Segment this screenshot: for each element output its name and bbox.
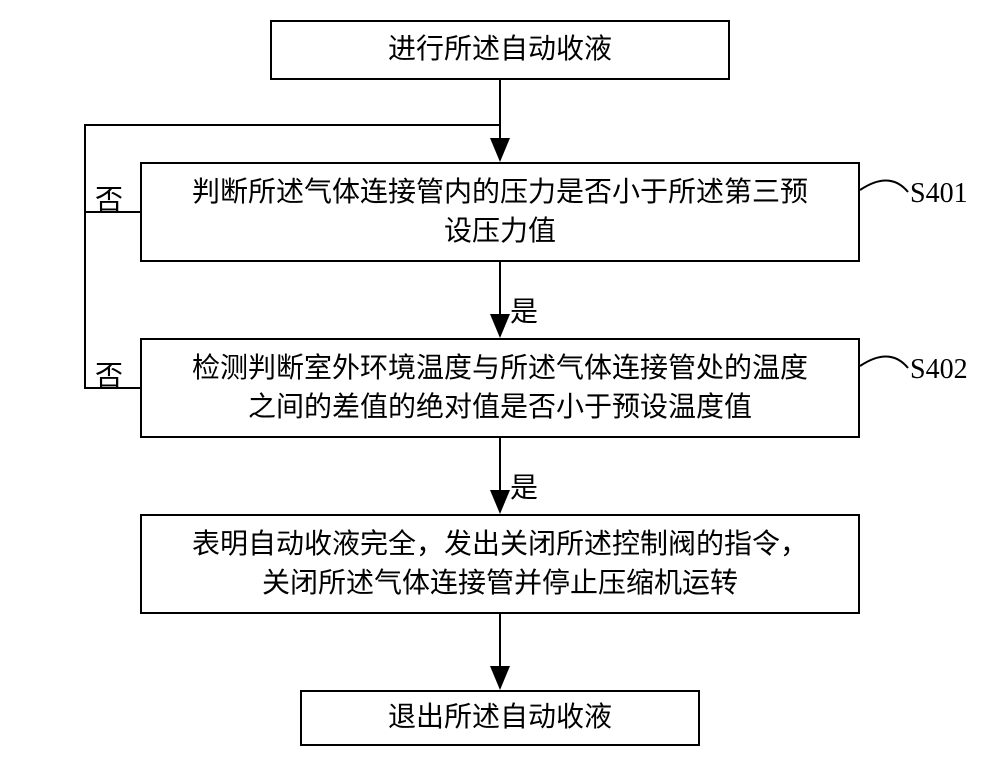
complete-node: 表明自动收液完全，发出关闭所述控制阀的指令，关闭所述气体连接管并停止压缩机运转 bbox=[140, 514, 860, 614]
s402-text: 检测判断室外环境温度与所述气体连接管处的温度之间的差值的绝对值是否小于预设温度值 bbox=[192, 349, 808, 427]
edge-label-no1: 否 bbox=[95, 178, 123, 218]
flowchart-stage: 进行所述自动收液 判断所述气体连接管内的压力是否小于所述第三预设压力值 检测判断… bbox=[0, 0, 1000, 766]
step-label-s401: S401 bbox=[910, 178, 968, 210]
edge-label-yes1: 是 bbox=[510, 290, 538, 330]
start-text: 进行所述自动收液 bbox=[388, 30, 612, 69]
complete-text: 表明自动收液完全，发出关闭所述控制阀的指令，关闭所述气体连接管并停止压缩机运转 bbox=[192, 525, 808, 603]
start-node: 进行所述自动收液 bbox=[270, 20, 730, 80]
step-s401-node: 判断所述气体连接管内的压力是否小于所述第三预设压力值 bbox=[140, 162, 860, 262]
edge-label-yes2: 是 bbox=[510, 466, 538, 506]
callout-s401 bbox=[860, 180, 908, 192]
edge-label-no2: 否 bbox=[95, 354, 123, 394]
step-label-s402: S402 bbox=[910, 354, 968, 386]
s401-text: 判断所述气体连接管内的压力是否小于所述第三预设压力值 bbox=[192, 173, 808, 251]
callout-s402 bbox=[860, 356, 908, 368]
exit-node: 退出所述自动收液 bbox=[300, 690, 700, 746]
exit-text: 退出所述自动收液 bbox=[388, 698, 612, 737]
step-s402-node: 检测判断室外环境温度与所述气体连接管处的温度之间的差值的绝对值是否小于预设温度值 bbox=[140, 338, 860, 438]
